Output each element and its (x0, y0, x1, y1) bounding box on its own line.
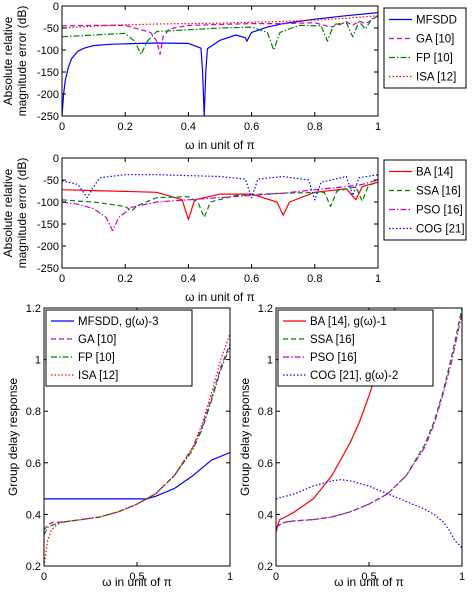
legend-label-1: BA [14], g(ω)-1 (310, 316, 387, 328)
x-tick-label: 0 (59, 273, 65, 285)
x-tick-label: 0.4 (181, 121, 196, 133)
y-tick-label: -250 (37, 111, 59, 123)
chart-panel-1: 0 0.2 0.4 0.6 0.8 1 0 -50 -100 -150 -200 -250 ω in u… (1, 1, 467, 152)
y-tick-label: 1.2 (26, 303, 41, 315)
y-tick-label: 0 (53, 1, 59, 13)
y-axis-label-line: magnitude error (dB) (15, 6, 29, 117)
chart-panel-4: 0 0.5 1 0.2 0.4 0.6 0.8 1 1.2 ω in unit of π Group… (238, 303, 465, 589)
chart-panel-3: 0 0.5 1 0.2 0.4 0.6 0.8 1 1.2 ω in unit of π Group… (6, 303, 233, 589)
y-axis-label: Group delay response (238, 378, 252, 496)
y-tick-label: 0 (53, 153, 59, 165)
legend-label-2: GA [10] (78, 334, 116, 346)
legend-label-2: SSA [16] (416, 186, 461, 198)
legend-label-1: MFSDD, g(ω)-3 (78, 316, 159, 328)
series-group (62, 12, 378, 116)
x-tick-label: 0 (59, 121, 65, 133)
x-tick-label: 0.2 (118, 273, 133, 285)
x-tick-label: 0.5 (129, 571, 144, 583)
x-tick-label: 0 (273, 571, 279, 583)
series-group (44, 333, 230, 566)
y-tick-label: -200 (37, 241, 59, 253)
legend-label-3: FP [10] (78, 352, 115, 364)
y-tick-label: -150 (37, 67, 59, 79)
y-tick-label: -200 (37, 89, 59, 101)
legend-label-3: PSO [16] (310, 352, 357, 364)
series-line-4 (62, 174, 378, 201)
x-axis-label: ω in unit of π (334, 575, 404, 589)
series-line-3 (44, 346, 230, 536)
x-tick-label: 0.6 (244, 121, 259, 133)
series-line-2 (62, 15, 378, 56)
x-tick-label: 1 (459, 571, 465, 583)
legend-label-3: PSO [16] (416, 205, 463, 217)
legend-label-4: ISA [12] (416, 72, 456, 84)
legend-label-4: COG [21], g(ω)-2 (310, 370, 398, 382)
y-tick-label: 0.2 (258, 561, 273, 573)
legend-label-3: FP [10] (416, 53, 453, 65)
series-line-4 (276, 479, 462, 549)
legend-label-1: BA [14] (416, 167, 453, 179)
y-tick-label: 0.8 (26, 406, 41, 418)
y-axis-label: Group delay response (6, 378, 20, 496)
y-axis-label-line: magnitude error (dB) (15, 158, 29, 269)
y-tick-label: 0.4 (258, 509, 273, 521)
x-tick-label: 0.5 (361, 571, 376, 583)
chart-panel-2: 0 0.2 0.4 0.6 0.8 1 0 -50 -100 -150 -200 -250 ω in u… (1, 153, 467, 304)
series-line-1 (44, 451, 230, 500)
legend: MFSDD GA [10] FP [10] ISA [12] (383, 7, 467, 89)
legend-label-2: GA [10] (416, 34, 454, 46)
y-tick-label: 1 (267, 355, 273, 367)
y-tick-label: -100 (37, 45, 59, 57)
legend: BA [14] SSA [16] PSO [16] COG [21] (383, 159, 467, 241)
series-line-4 (62, 15, 378, 29)
x-axis-label: ω in unit of π (102, 575, 172, 589)
plot-frame (61, 157, 379, 269)
legend-box (45, 309, 193, 387)
x-tick-label: 0.4 (181, 273, 196, 285)
series-line-3 (62, 15, 378, 56)
y-tick-label: -150 (37, 219, 59, 231)
y-tick-label: -100 (37, 197, 59, 209)
legend-label-2: SSA [16] (310, 334, 355, 346)
y-tick-label: 1 (35, 355, 41, 367)
series-group (62, 174, 378, 232)
x-tick-label: 0 (41, 571, 47, 583)
series-line-3 (276, 313, 462, 528)
y-tick-label: -50 (43, 23, 59, 35)
x-tick-label: 0.8 (307, 273, 322, 285)
y-tick-label: -50 (43, 175, 59, 187)
x-tick-label: 1 (375, 273, 381, 285)
y-tick-label: 0.2 (26, 561, 41, 573)
x-tick-label: 1 (227, 571, 233, 583)
x-axis-label: ω in unit of π (185, 290, 255, 304)
series-line-1 (62, 12, 378, 116)
legend-box (383, 159, 467, 241)
y-tick-label: 0.4 (26, 509, 41, 521)
plot-frame (61, 5, 379, 117)
legend-box (277, 309, 434, 387)
x-tick-label: 0.8 (307, 121, 322, 133)
x-axis-label: ω in unit of π (185, 138, 255, 152)
y-axis-label-line: Absolute relative (1, 168, 15, 257)
y-axis-label: Absolute relativemagnitude error (dB) (1, 158, 29, 269)
legend-label-1: MFSDD (416, 15, 457, 27)
y-axis-label-line: Absolute relative (1, 16, 15, 105)
legend: BA [14], g(ω)-1 SSA [16] PSO [16] COG [21],… (277, 309, 434, 387)
y-tick-label: 0.6 (258, 458, 273, 470)
legend-label-4: COG [21] (416, 224, 465, 236)
y-tick-label: 1.2 (258, 303, 273, 315)
legend-label-4: ISA [12] (78, 370, 118, 382)
x-tick-label: 1 (375, 121, 381, 133)
series-line-2 (62, 181, 378, 218)
x-tick-label: 0.6 (244, 273, 259, 285)
y-tick-label: -250 (37, 263, 59, 275)
legend-box (383, 7, 467, 89)
y-axis-label: Absolute relativemagnitude error (dB) (1, 6, 29, 117)
y-tick-label: 0.6 (26, 458, 41, 470)
x-tick-label: 0.2 (118, 121, 133, 133)
series-line-3 (62, 179, 378, 232)
legend: MFSDD, g(ω)-3 GA [10] FP [10] ISA [12] (45, 309, 193, 387)
y-tick-label: 0.8 (258, 406, 273, 418)
